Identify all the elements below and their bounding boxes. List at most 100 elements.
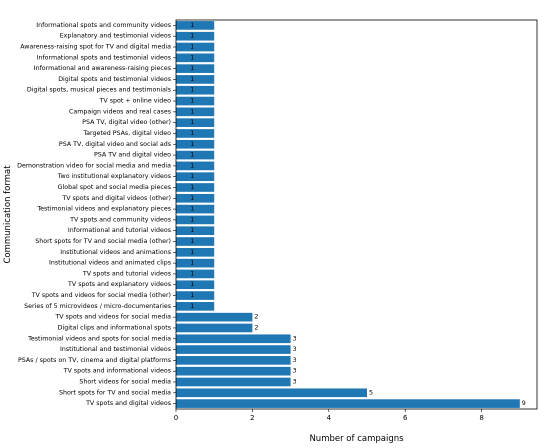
data-label: 1	[190, 87, 194, 94]
data-label: 1	[190, 173, 194, 180]
data-label: 3	[293, 335, 297, 342]
data-label: 1	[190, 44, 194, 51]
y-tick-label: TV spots and tutorial videos	[82, 270, 171, 277]
data-label: 1	[190, 260, 194, 267]
y-tick-label: Targeted PSAs, digital video	[82, 130, 171, 137]
bars-group	[176, 21, 520, 408]
data-label: 1	[190, 195, 194, 202]
y-tick-label: Institutional videos and animations	[60, 249, 171, 256]
bar	[176, 96, 215, 106]
y-tick-label: Series of 5 microvideos / micro-document…	[24, 303, 171, 310]
bar	[176, 237, 215, 246]
y-tick-label: TV spots and digital videos (other)	[61, 195, 171, 202]
data-label: 1	[190, 303, 194, 310]
y-tick-label: TV spots and informational videos	[63, 368, 171, 375]
data-label: 3	[293, 346, 297, 353]
bar	[176, 204, 215, 214]
y-tick-label: Informational and tutorial videos	[68, 227, 171, 234]
y-tick-label: PSA TV, digital video and social ads	[59, 141, 171, 148]
bar	[176, 356, 291, 365]
bar	[176, 226, 215, 236]
data-label: 1	[190, 162, 194, 169]
bar	[176, 345, 291, 354]
y-axis-title: Communication format	[3, 165, 13, 264]
bar	[176, 323, 253, 333]
bar	[176, 85, 215, 95]
y-tick-label: Testimonial videos and spots for social …	[27, 335, 171, 342]
bar	[176, 388, 368, 398]
y-tick-label: PSA TV, digital video (other)	[82, 119, 171, 126]
bar	[176, 150, 215, 160]
bar	[176, 118, 215, 127]
y-tick-label: PSAs / spots on TV, cinema and digital p…	[18, 357, 171, 364]
data-label: 1	[190, 141, 194, 148]
data-label: 1	[190, 206, 194, 213]
x-tick-label: 6	[403, 414, 408, 422]
data-label: 1	[190, 281, 194, 288]
y-tick-label: TV spots and videos for social media (ot…	[31, 292, 171, 299]
x-ticks: 0 2 4 6 8	[174, 409, 484, 422]
plot-frame	[175, 19, 538, 410]
data-label: 3	[293, 378, 297, 385]
bar	[176, 64, 215, 73]
y-tick-label: Informational and awareness-raising piec…	[34, 65, 171, 72]
y-tick-label: Demonstration video for social media and…	[17, 162, 171, 169]
data-label: 2	[254, 314, 258, 321]
bar	[176, 269, 215, 279]
bar	[176, 129, 215, 138]
bar	[176, 334, 291, 344]
bar	[176, 280, 215, 290]
bar	[176, 172, 215, 182]
data-label: 1	[190, 33, 194, 40]
bar	[176, 377, 291, 387]
data-label: 1	[190, 119, 194, 126]
bar	[176, 107, 215, 117]
bar	[176, 183, 215, 192]
y-tick-label: TV spots and digital videos	[85, 400, 171, 407]
data-label: 1	[190, 292, 194, 299]
data-label: 1	[190, 238, 194, 245]
data-label: 1	[190, 54, 194, 61]
data-label: 1	[190, 22, 194, 29]
data-label: 1	[190, 98, 194, 105]
bar	[176, 399, 520, 408]
data-label: 1	[190, 65, 194, 72]
bar	[176, 291, 215, 300]
bar	[176, 193, 215, 203]
y-tick-labels: TV spots and digital videos Short spots f…	[17, 22, 176, 407]
y-tick-label: Explanatory and testimonial videos	[60, 33, 171, 40]
y-tick-label: Informational spots and testimonial vide…	[37, 54, 171, 61]
bar	[176, 366, 291, 376]
data-label: 5	[369, 389, 373, 396]
data-label: 1	[190, 184, 194, 191]
y-tick-label: Digital clips and informational spots	[58, 324, 171, 331]
y-tick-label: Short spots for TV and social media	[59, 389, 171, 396]
x-tick-label: 4	[327, 414, 332, 422]
y-tick-label: TV spots and explanatory videos	[67, 281, 171, 288]
data-label: 1	[190, 108, 194, 115]
bar	[176, 258, 215, 268]
bar	[176, 312, 253, 322]
data-label: 1	[190, 152, 194, 159]
data-labels: 9 5 3 3 3 3 3 2 2 1 1 1 1 1 1 1 1 1 1 1 1 1 1 1 1 1 1 1 1 1 1 1 1 1 1 1	[190, 22, 526, 407]
y-tick-label: Campaign videos and real cases	[69, 108, 171, 115]
data-label: 1	[190, 76, 194, 83]
bar	[176, 21, 215, 30]
bar	[176, 31, 215, 41]
y-tick-label: TV spots and community videos	[69, 216, 171, 223]
bar	[176, 139, 215, 149]
y-tick-label: Short videos for social media	[79, 378, 171, 385]
y-tick-label: Institutional videos and animated clips	[49, 260, 171, 267]
data-label: 1	[190, 270, 194, 277]
y-tick-label: Testimonial videos and explanatory piece…	[36, 206, 171, 213]
y-tick-label: PSA TV and digital video	[94, 152, 171, 159]
data-label: 3	[293, 368, 297, 375]
x-tick-label: 0	[174, 414, 178, 422]
bar	[176, 75, 215, 84]
data-label: 9	[522, 400, 526, 407]
y-tick-label: TV spots and videos for social media	[54, 314, 171, 321]
bar	[176, 215, 215, 225]
x-tick-label: 8	[479, 414, 483, 422]
data-label: 2	[254, 324, 258, 331]
